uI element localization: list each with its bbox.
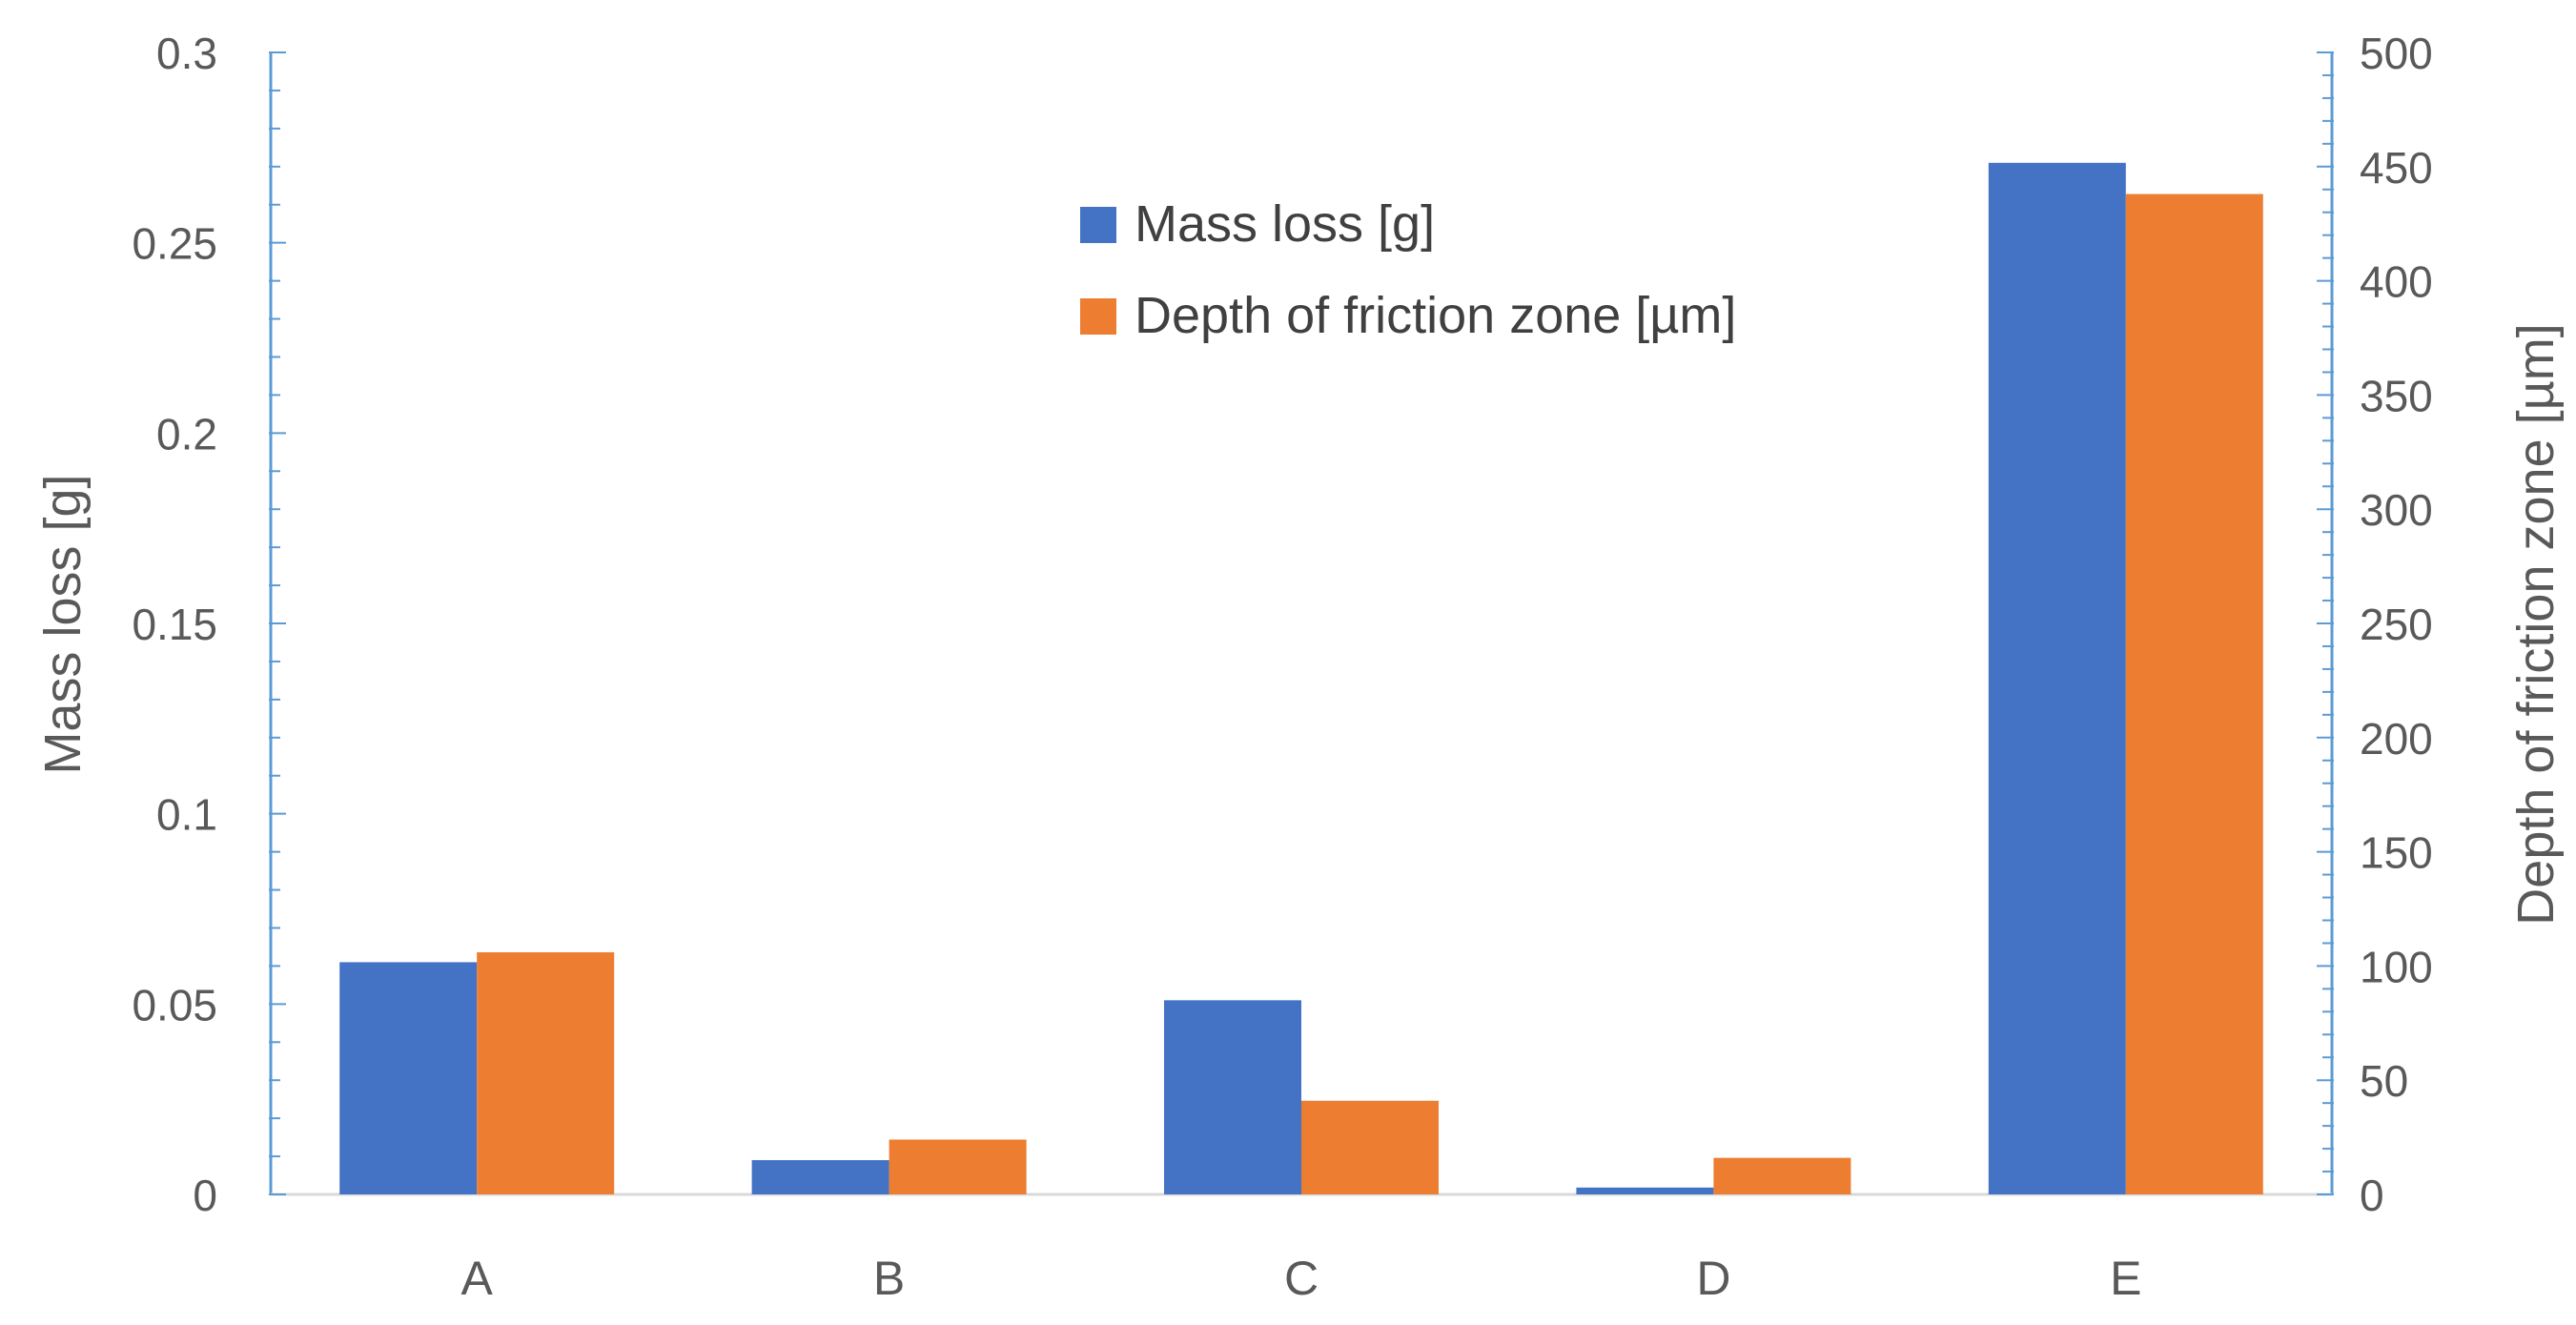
bar-mass-loss-e — [1988, 162, 2126, 1195]
x-tick-label: D — [1696, 1252, 1730, 1305]
y-axis-title-right: Depth of friction zone [µm] — [2507, 323, 2565, 925]
y-right-tick-label: 0 — [2360, 1171, 2384, 1220]
bar-mass-loss-d — [1576, 1187, 1714, 1194]
bar-depth-a — [477, 952, 615, 1194]
y-right-tick-label: 250 — [2360, 600, 2433, 649]
y-left-tick-label: 0.3 — [156, 29, 217, 78]
legend-swatch-depth — [1080, 298, 1116, 335]
x-tick-label: E — [2110, 1252, 2141, 1305]
y-right-tick-label: 150 — [2360, 828, 2433, 878]
x-tick-label: B — [873, 1252, 905, 1305]
legend-swatch-mass-loss — [1080, 207, 1116, 243]
bar-depth-c — [1301, 1100, 1439, 1194]
y-right-tick-label: 50 — [2360, 1056, 2408, 1106]
y-right-tick-label: 350 — [2360, 371, 2433, 420]
bar-depth-b — [889, 1139, 1027, 1194]
y-left-tick-label: 0.2 — [156, 409, 217, 459]
y-left-tick-label: 0.1 — [156, 790, 217, 840]
tick-labels: 0 0.05 0.1 0.15 0.2 0.25 0.3 0 50 100 150 200 250 300… — [132, 29, 2432, 1305]
legend: Mass loss [g] Depth of friction zone [µm… — [1080, 195, 1736, 344]
y-right-tick-label: 100 — [2360, 942, 2433, 991]
bar-depth-e — [2125, 194, 2263, 1194]
bar-depth-d — [1713, 1157, 1851, 1194]
y-right-tick-label: 450 — [2360, 143, 2433, 193]
y-left-tick-label: 0.05 — [132, 980, 217, 1029]
y-left-tick-label: 0.25 — [132, 219, 217, 269]
bar-mass-loss-c — [1164, 1000, 1301, 1194]
y-axis-title-left: Mass loss [g] — [34, 474, 92, 774]
y-right-tick-label: 500 — [2360, 29, 2433, 78]
legend-label-mass-loss: Mass loss [g] — [1135, 195, 1435, 253]
bar-mass-loss-b — [751, 1160, 889, 1194]
bars — [339, 162, 2263, 1195]
y-left-tick-label: 0 — [193, 1171, 217, 1220]
legend-label-depth: Depth of friction zone [µm] — [1135, 287, 1736, 344]
x-tick-label: C — [1284, 1252, 1319, 1305]
bar-mass-loss-a — [339, 962, 478, 1194]
x-tick-label: A — [461, 1252, 494, 1305]
y-left-tick-label: 0.15 — [132, 600, 217, 649]
y-right-tick-label: 300 — [2360, 485, 2433, 535]
y-right-tick-label: 400 — [2360, 257, 2433, 307]
y-right-tick-label: 200 — [2360, 714, 2433, 764]
